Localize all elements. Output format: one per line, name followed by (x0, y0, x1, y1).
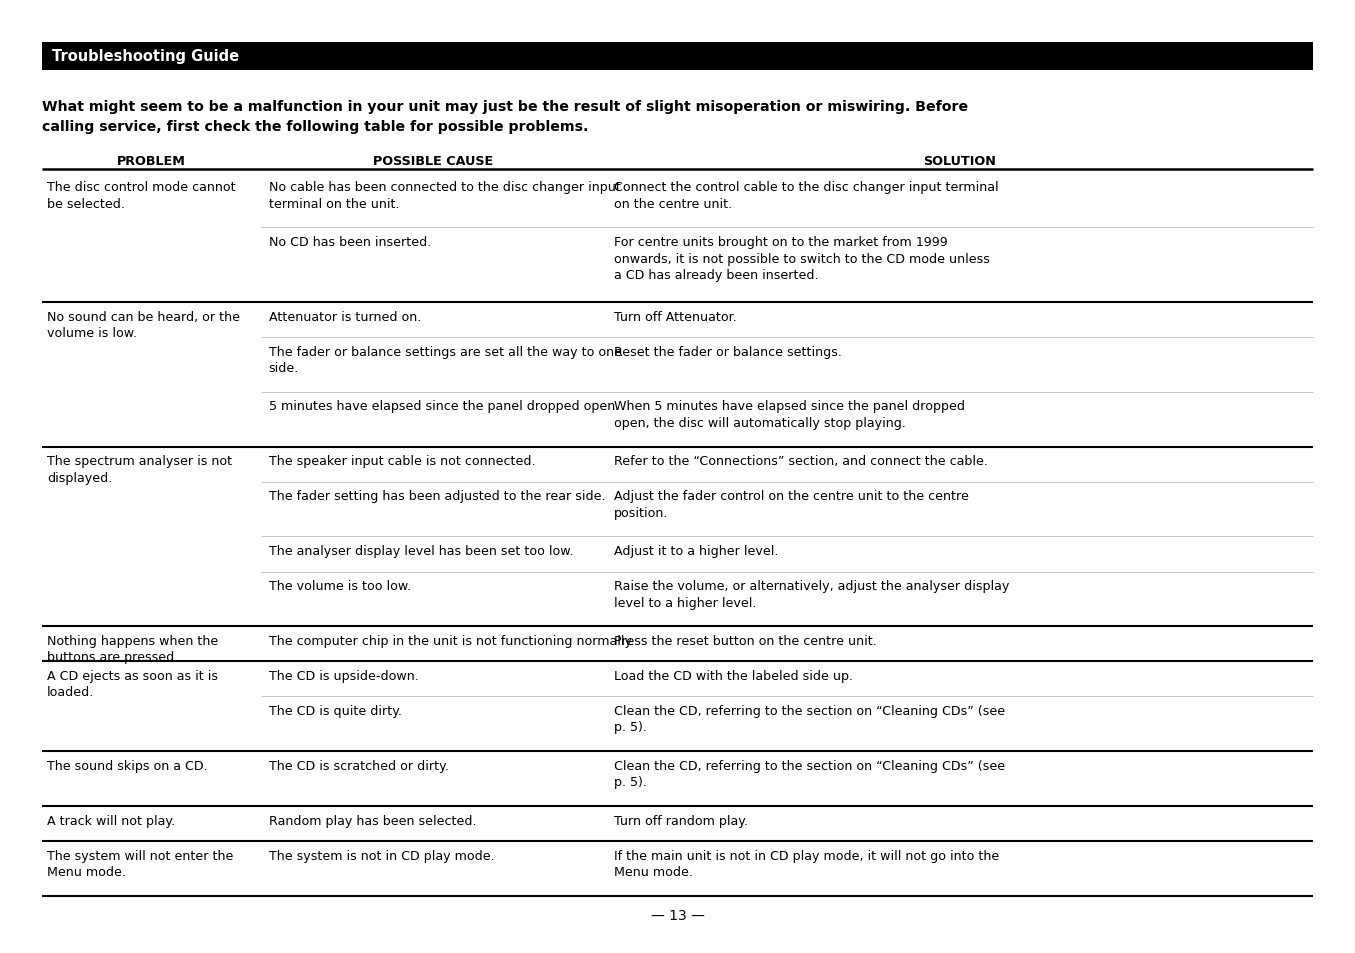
Text: Nothing happens when the
buttons are pressed.: Nothing happens when the buttons are pre… (47, 635, 218, 663)
Text: What might seem to be a malfunction in your unit may just be the result of sligh: What might seem to be a malfunction in y… (42, 100, 967, 133)
Text: POSSIBLE CAUSE: POSSIBLE CAUSE (374, 154, 493, 168)
Text: A CD ejects as soon as it is
loaded.: A CD ejects as soon as it is loaded. (47, 669, 218, 699)
Text: The spectrum analyser is not
displayed.: The spectrum analyser is not displayed. (47, 455, 232, 484)
Text: The volume is too low.: The volume is too low. (268, 579, 411, 593)
Text: The system will not enter the
Menu mode.: The system will not enter the Menu mode. (47, 849, 233, 878)
Text: Clean the CD, referring to the section on “Cleaning CDs” (see
p. 5).: Clean the CD, referring to the section o… (614, 759, 1005, 788)
Text: Reset the fader or balance settings.: Reset the fader or balance settings. (614, 345, 843, 358)
Text: Clean the CD, referring to the section on “Cleaning CDs” (see
p. 5).: Clean the CD, referring to the section o… (614, 704, 1005, 734)
Text: The CD is quite dirty.: The CD is quite dirty. (268, 704, 401, 718)
Text: Adjust it to a higher level.: Adjust it to a higher level. (614, 544, 779, 558)
Text: PROBLEM: PROBLEM (117, 154, 186, 168)
Bar (42, 43, 1313, 71)
Text: Troubleshooting Guide: Troubleshooting Guide (51, 50, 238, 64)
Text: The system is not in CD play mode.: The system is not in CD play mode. (268, 849, 495, 862)
Text: If the main unit is not in CD play mode, it will not go into the
Menu mode.: If the main unit is not in CD play mode,… (614, 849, 1000, 878)
Text: The disc control mode cannot
be selected.: The disc control mode cannot be selected… (47, 181, 236, 211)
Text: The speaker input cable is not connected.: The speaker input cable is not connected… (268, 455, 535, 468)
Text: Attenuator is turned on.: Attenuator is turned on. (268, 311, 421, 323)
Text: The fader setting has been adjusted to the rear side.: The fader setting has been adjusted to t… (268, 490, 606, 503)
Text: The sound skips on a CD.: The sound skips on a CD. (47, 759, 207, 772)
Text: No cable has been connected to the disc changer input
terminal on the unit.: No cable has been connected to the disc … (268, 181, 621, 211)
Text: Raise the volume, or alternatively, adjust the analyser display
level to a highe: Raise the volume, or alternatively, adju… (614, 579, 1009, 609)
Text: 5 minutes have elapsed since the panel dropped open.: 5 minutes have elapsed since the panel d… (268, 400, 619, 413)
Text: SOLUTION: SOLUTION (923, 154, 996, 168)
Text: The CD is upside-down.: The CD is upside-down. (268, 669, 419, 682)
Text: No sound can be heard, or the
volume is low.: No sound can be heard, or the volume is … (47, 311, 240, 340)
Text: For centre units brought on to the market from 1999
onwards, it is not possible : For centre units brought on to the marke… (614, 235, 991, 282)
Text: Load the CD with the labeled side up.: Load the CD with the labeled side up. (614, 669, 854, 682)
Text: — 13 —: — 13 — (650, 908, 705, 922)
Text: Press the reset button on the centre unit.: Press the reset button on the centre uni… (614, 635, 877, 647)
Text: The analyser display level has been set too low.: The analyser display level has been set … (268, 544, 573, 558)
Text: Connect the control cable to the disc changer input terminal
on the centre unit.: Connect the control cable to the disc ch… (614, 181, 999, 211)
Text: When 5 minutes have elapsed since the panel dropped
open, the disc will automati: When 5 minutes have elapsed since the pa… (614, 400, 965, 430)
Text: Turn off random play.: Turn off random play. (614, 814, 748, 826)
Text: The computer chip in the unit is not functioning normally.: The computer chip in the unit is not fun… (268, 635, 634, 647)
Text: Random play has been selected.: Random play has been selected. (268, 814, 476, 826)
Text: Adjust the fader control on the centre unit to the centre
position.: Adjust the fader control on the centre u… (614, 490, 969, 519)
Text: The fader or balance settings are set all the way to one
side.: The fader or balance settings are set al… (268, 345, 622, 375)
Text: Refer to the “Connections” section, and connect the cable.: Refer to the “Connections” section, and … (614, 455, 988, 468)
Text: A track will not play.: A track will not play. (47, 814, 175, 826)
Text: No CD has been inserted.: No CD has been inserted. (268, 235, 431, 249)
Text: The CD is scratched or dirty.: The CD is scratched or dirty. (268, 759, 449, 772)
Text: Turn off Attenuator.: Turn off Attenuator. (614, 311, 737, 323)
